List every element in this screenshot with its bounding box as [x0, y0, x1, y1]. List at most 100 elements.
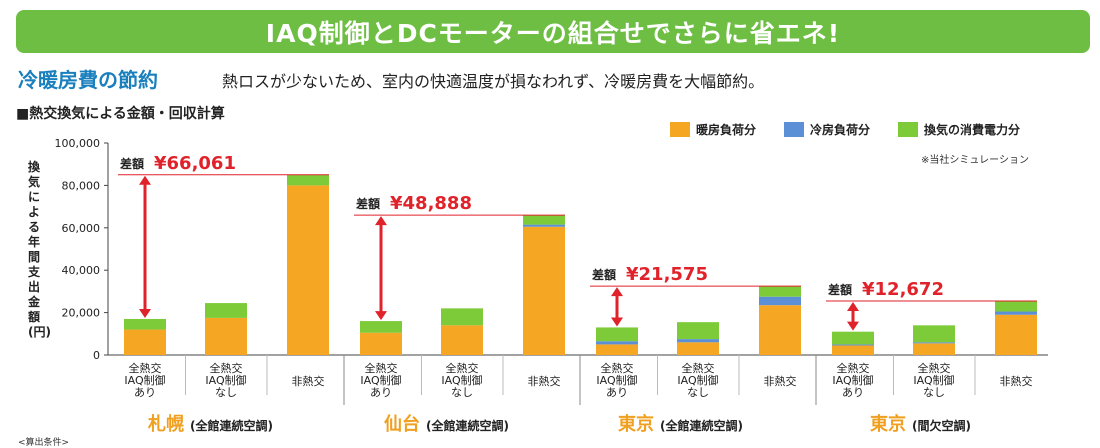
difference-arrow-head-top: [611, 287, 623, 297]
difference-arrow-head-top: [139, 175, 151, 185]
section-title: 冷暖房費の節約: [18, 68, 158, 92]
category-label: IAQ制御: [832, 373, 873, 387]
bar-segment-heating: [441, 325, 483, 355]
category-label: 全熱交: [365, 361, 398, 375]
bar-segment-heating: [523, 226, 565, 355]
simulation-note: ※当社シミュレーション: [921, 155, 1029, 166]
bar-segment-heating: [832, 345, 874, 355]
difference-arrow-head-bottom: [611, 317, 623, 327]
y-tick-label: 0: [93, 349, 100, 362]
category-label: 非熱交: [1000, 374, 1033, 388]
bar-segment-ventilation: [523, 215, 565, 225]
category-label: なし: [923, 386, 945, 399]
difference-label: 差額: [119, 156, 144, 171]
y-tick-label: 20,000: [62, 307, 101, 320]
legend-swatch-heating: [670, 122, 690, 137]
difference-value: ¥21,575: [626, 264, 708, 285]
bar-segment-cooling: [523, 224, 565, 227]
difference-value: ¥12,672: [862, 279, 944, 300]
chart-subtitle: ■熱交換気による金額・回収計算: [16, 106, 225, 122]
legend-item-cooling: 冷房負荷分: [784, 121, 870, 138]
bar-segment-ventilation: [205, 303, 247, 318]
city-condition: (間欠空調): [912, 419, 971, 433]
category-label: IAQ制御: [913, 373, 954, 387]
city-condition: (全館連続空調): [660, 419, 743, 433]
category-label: あり: [606, 386, 628, 399]
category-label: なし: [451, 386, 473, 399]
bar-segment-heating: [995, 314, 1037, 355]
legend-swatch-ventilation: [898, 122, 918, 137]
legend-label-heating: 暖房負荷分: [696, 123, 757, 137]
bar-segment-ventilation: [677, 322, 719, 340]
category-label: 全熱交: [601, 361, 634, 375]
category-label: 全熱交: [129, 361, 162, 375]
category-label: 全熱交: [446, 361, 479, 375]
city-name: 東京: [870, 414, 906, 435]
bar-segment-heating: [759, 305, 801, 355]
bar-segment-cooling: [832, 344, 874, 346]
bar-segment-cooling: [913, 342, 955, 344]
city-label-sendai: 仙台 (全館連続空調): [384, 410, 509, 436]
category-label: 非熱交: [292, 374, 325, 388]
bar-segment-ventilation: [832, 331, 874, 345]
bar-segment-heating: [124, 329, 166, 355]
category-label: あり: [370, 386, 392, 399]
difference-arrow-head-bottom: [139, 308, 151, 318]
difference-label: 差額: [355, 196, 380, 211]
bar-segment-cooling: [596, 341, 638, 345]
difference-arrow-head-top: [847, 301, 859, 311]
category-label: あり: [842, 386, 864, 399]
city-label-tokyo-continuous: 東京 (全館連続空調): [618, 410, 743, 436]
y-axis-label: 換気による年間支出金額(円): [28, 160, 51, 339]
y-tick-label: 100,000: [55, 137, 101, 150]
bar-segment-ventilation: [124, 318, 166, 330]
bar-segment-cooling: [995, 311, 1037, 315]
category-label: IAQ制御: [360, 373, 401, 387]
difference-label: 差額: [591, 267, 616, 282]
section-description: 熱ロスが少ないため、室内の快適温度が損なわれず、冷暖房費を大幅節約。: [222, 72, 765, 91]
y-tick-label: 40,000: [62, 264, 101, 277]
legend-item-ventilation: 換気の消費電力分: [898, 121, 1020, 138]
bar-segment-heating: [360, 332, 402, 355]
difference-label: 差額: [827, 282, 852, 297]
city-name: 仙台: [384, 414, 420, 435]
bar-segment-cooling: [759, 296, 801, 306]
category-label: IAQ制御: [677, 373, 718, 387]
bar-segment-heating: [596, 344, 638, 355]
legend-item-heating: 暖房負荷分: [670, 121, 756, 138]
bar-segment-ventilation: [441, 308, 483, 326]
bar-segment-heating: [913, 343, 955, 355]
city-condition: (全館連続空調): [426, 419, 509, 433]
category-label: 非熱交: [528, 374, 561, 388]
category-label: 非熱交: [764, 374, 797, 388]
bar-segment-ventilation: [913, 325, 955, 343]
city-label-tokyo-intermittent: 東京 (間欠空調): [870, 410, 971, 436]
category-label: IAQ制御: [596, 373, 637, 387]
legend-label-cooling: 冷房負荷分: [810, 123, 871, 137]
bar-segment-heating: [205, 317, 247, 355]
category-label: 全熱交: [210, 361, 243, 375]
y-tick-label: 80,000: [62, 179, 101, 192]
bar-segment-ventilation: [360, 321, 402, 333]
bar-segment-ventilation: [995, 300, 1037, 312]
bar-segment-heating: [677, 342, 719, 355]
category-label: なし: [687, 386, 709, 399]
bar-segment-ventilation: [287, 174, 329, 186]
category-label: IAQ制御: [441, 373, 482, 387]
bar-segment-ventilation: [759, 286, 801, 297]
category-label: 全熱交: [682, 361, 715, 375]
city-label-sapporo: 札幌 (全館連続空調): [148, 410, 273, 436]
difference-arrow-head-bottom: [375, 311, 387, 321]
bar-segment-ventilation: [596, 327, 638, 342]
category-label: なし: [215, 386, 237, 399]
city-name: 札幌: [148, 414, 184, 435]
city-condition: (全館連続空調): [190, 419, 273, 433]
category-label: IAQ制御: [205, 373, 246, 387]
bar-segment-heating: [287, 185, 329, 355]
difference-arrow-head-top: [375, 216, 387, 226]
y-tick-label: 60,000: [62, 222, 101, 235]
banner-title: IAQ制御とDCモーターの組合せでさらに省エネ!: [16, 10, 1090, 53]
difference-value: ¥48,888: [390, 193, 472, 214]
difference-value: ¥66,061: [154, 153, 236, 174]
category-label: あり: [134, 386, 156, 399]
